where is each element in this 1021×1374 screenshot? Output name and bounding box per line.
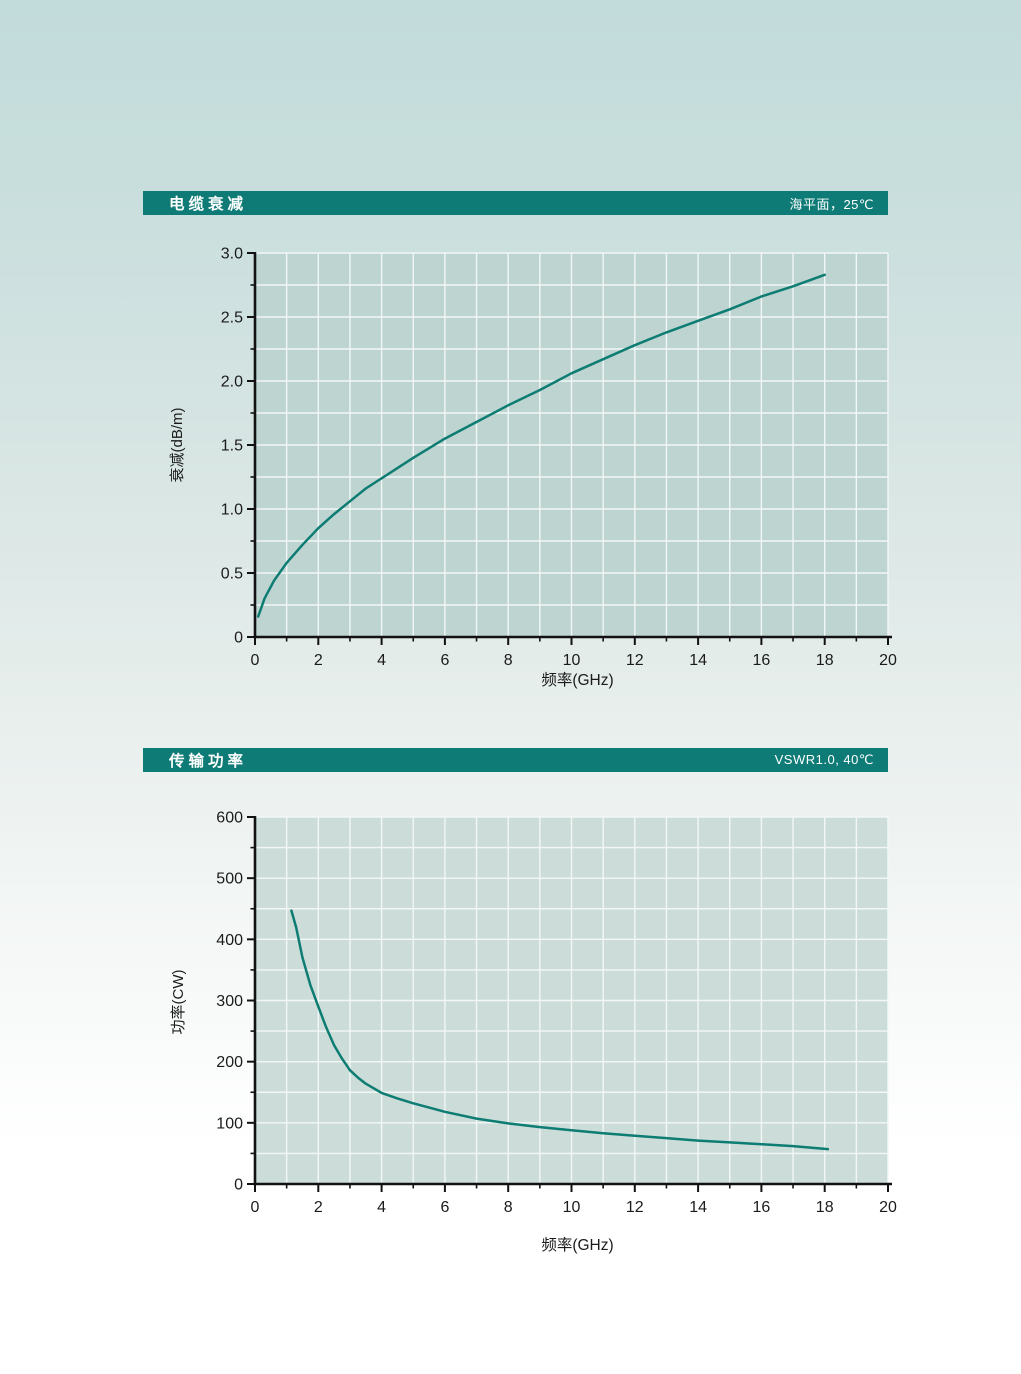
x-tick-label: 20 bbox=[879, 1199, 897, 1216]
x-tick-label: 6 bbox=[440, 1199, 449, 1216]
power-title: 传输功率 bbox=[169, 753, 248, 770]
attenuation-title: 电缆衰减 bbox=[169, 196, 248, 213]
y-tick-label: 200 bbox=[216, 1054, 243, 1071]
y-tick-label: 0 bbox=[234, 630, 243, 647]
x-tick-label: 12 bbox=[626, 1199, 644, 1216]
x-tick-label: 8 bbox=[504, 1199, 513, 1216]
y-tick-label: 0.5 bbox=[221, 566, 243, 583]
y-tick-label: 500 bbox=[216, 871, 243, 888]
x-tick-label: 16 bbox=[753, 652, 771, 669]
x-tick-label: 10 bbox=[563, 1199, 581, 1216]
attenuation-chart: 0 2 4 6 8 10 12 14 16 18 20 0 0.5 1.0 1.5 2.0 2.5 3.0 频率(G… bbox=[221, 246, 897, 690]
x-tick-label: 8 bbox=[504, 652, 513, 669]
data-curve bbox=[290, 909, 830, 1151]
x-tick-label: 12 bbox=[626, 652, 644, 669]
power-chart: 0 2 4 6 8 10 12 14 16 18 200100200300400500600频率(G… bbox=[216, 810, 897, 1255]
x-axis-label: 频率(GHz) bbox=[541, 1236, 613, 1254]
x-tick-label: 18 bbox=[816, 652, 834, 669]
x-tick-label: 16 bbox=[753, 1199, 771, 1216]
x-tick-label: 20 bbox=[879, 652, 897, 669]
y-tick-label: 100 bbox=[216, 1115, 243, 1132]
y-tick-label: 2.0 bbox=[221, 374, 243, 391]
y-tick-label: 1.0 bbox=[221, 502, 243, 519]
power-condition: VSWR1.0, 40℃ bbox=[774, 752, 874, 767]
y-tick-label: 600 bbox=[216, 810, 243, 827]
y-tick-label: 3.0 bbox=[221, 246, 243, 263]
y-tick-label: 2.5 bbox=[221, 310, 243, 327]
x-tick-label: 2 bbox=[314, 652, 323, 669]
attenuation-condition: 海平面，25℃ bbox=[789, 196, 874, 212]
y-tick-label: 400 bbox=[216, 932, 243, 949]
y-tick-label: 0 bbox=[234, 1177, 243, 1194]
power-section-header: 传输功率 VSWR1.0, 40℃ bbox=[143, 748, 888, 772]
x-tick-label: 0 bbox=[251, 1199, 260, 1216]
x-tick-label: 4 bbox=[377, 1199, 386, 1216]
x-tick-label: 14 bbox=[689, 1199, 707, 1216]
x-tick-label: 4 bbox=[377, 652, 386, 669]
x-tick-label: 10 bbox=[563, 652, 581, 669]
y-tick-label: 300 bbox=[216, 993, 243, 1010]
attenuation-section-header: 电缆衰减 海平面，25℃ bbox=[143, 191, 888, 215]
x-tick-label: 18 bbox=[816, 1199, 834, 1216]
x-tick-label: 6 bbox=[440, 652, 449, 669]
x-tick-label: 2 bbox=[314, 1199, 323, 1216]
x-axis-label: 频率(GHz) bbox=[541, 671, 613, 689]
x-tick-label: 0 bbox=[251, 652, 260, 669]
y-tick-label: 1.5 bbox=[221, 438, 243, 455]
x-tick-label: 14 bbox=[689, 652, 707, 669]
data-curve bbox=[256, 273, 826, 618]
